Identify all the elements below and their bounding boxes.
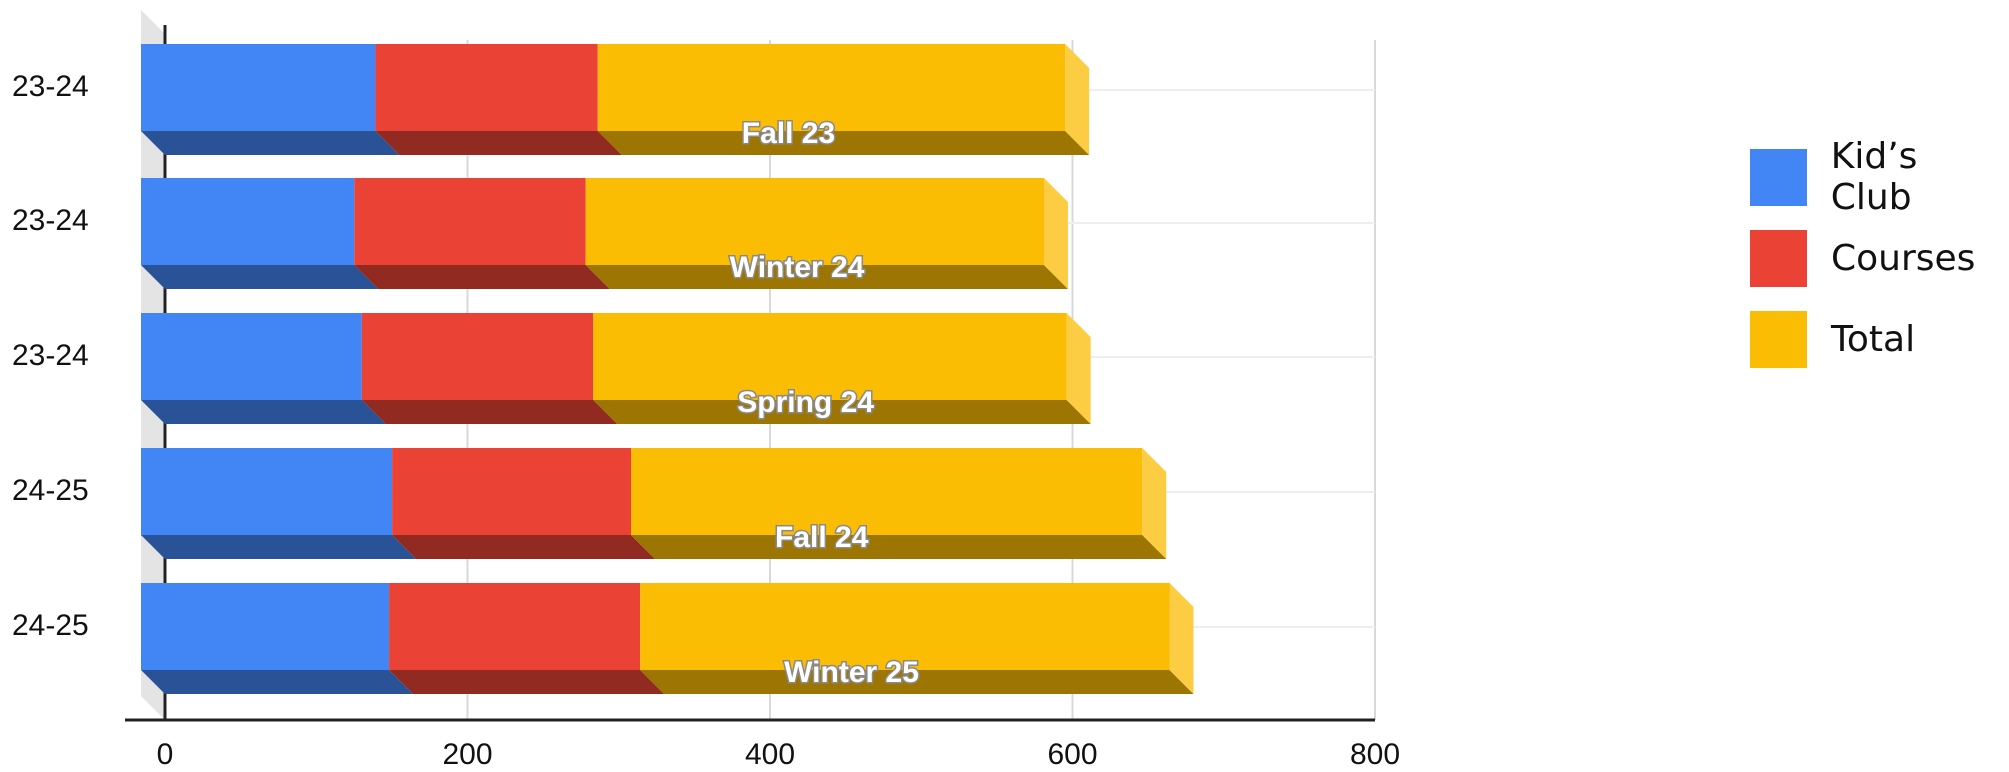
y-tick-label: 23-24: [12, 339, 89, 372]
x-tick-label: 0: [157, 738, 174, 771]
bar-end-cap: [1043, 178, 1068, 289]
bar-bottom-face: [354, 265, 610, 289]
legend-label: Kid’s Club: [1830, 136, 1918, 218]
bar-kid-s-club-0: [141, 44, 376, 131]
y-tick-label: 23-24: [12, 204, 89, 237]
x-tick-label: 200: [442, 738, 492, 771]
bar-bottom-face: [389, 670, 665, 694]
y-tick-label: 24-25: [12, 609, 89, 642]
bar-total-2: [593, 313, 1067, 400]
legend-item: Courses: [1750, 229, 2009, 287]
legend-swatch: [1750, 310, 1807, 368]
bar-bottom-face: [361, 400, 618, 424]
bar-label: Fall 23: [742, 117, 835, 150]
y-tick-label: 23-24: [12, 70, 89, 103]
bar-end-cap: [1169, 583, 1194, 694]
bar-bottom-face: [585, 265, 1068, 289]
bar-courses-3: [392, 448, 632, 535]
legend: Kid’s Club Courses Total: [1750, 136, 2009, 391]
bar-bottom-face: [141, 535, 417, 559]
bar-end-cap: [1066, 313, 1091, 424]
bar-label: Winter 25: [784, 656, 919, 689]
bar-kid-s-club-3: [141, 448, 393, 535]
bar-courses-2: [361, 313, 594, 400]
bar-courses-1: [354, 178, 586, 265]
legend-label: Total: [1831, 318, 1916, 360]
bar-label: Winter 24: [730, 251, 865, 284]
bar-bottom-face: [141, 400, 386, 424]
bar-end-cap: [1142, 448, 1167, 559]
bar-bottom-face: [597, 131, 1090, 155]
bar-kid-s-club-1: [141, 178, 355, 265]
bar-courses-4: [389, 583, 641, 670]
x-tick-label: 800: [1350, 738, 1400, 771]
bar-bottom-face: [593, 400, 1091, 424]
legend-item: Kid’s Club: [1750, 136, 2009, 218]
x-tick-label: 400: [745, 738, 795, 771]
legend-label: Courses: [1831, 237, 1976, 279]
bar-total-0: [597, 44, 1066, 131]
bar-courses-0: [375, 44, 598, 131]
bar-bottom-face: [375, 131, 622, 155]
bar-total-3: [631, 448, 1143, 535]
y-tick-label: 24-25: [12, 474, 89, 507]
x-tick-label: 600: [1047, 738, 1097, 771]
bar-end-cap: [1065, 44, 1090, 155]
bar-bottom-face: [141, 670, 414, 694]
bar-total-1: [585, 178, 1044, 265]
bar-kid-s-club-2: [141, 313, 362, 400]
bar-kid-s-club-4: [141, 583, 390, 670]
bar-bottom-face: [141, 265, 379, 289]
bar-bottom-face: [141, 131, 400, 155]
bar-bottom-face: [640, 670, 1194, 694]
bar-bottom-face: [631, 535, 1167, 559]
bar-bottom-face: [392, 535, 656, 559]
legend-swatch: [1750, 229, 1807, 287]
legend-swatch: [1750, 148, 1807, 206]
legend-item: Total: [1750, 310, 2009, 368]
bar-label: Fall 24: [775, 521, 869, 554]
bar-label: Spring 24: [737, 386, 874, 419]
bar-total-4: [640, 583, 1170, 670]
